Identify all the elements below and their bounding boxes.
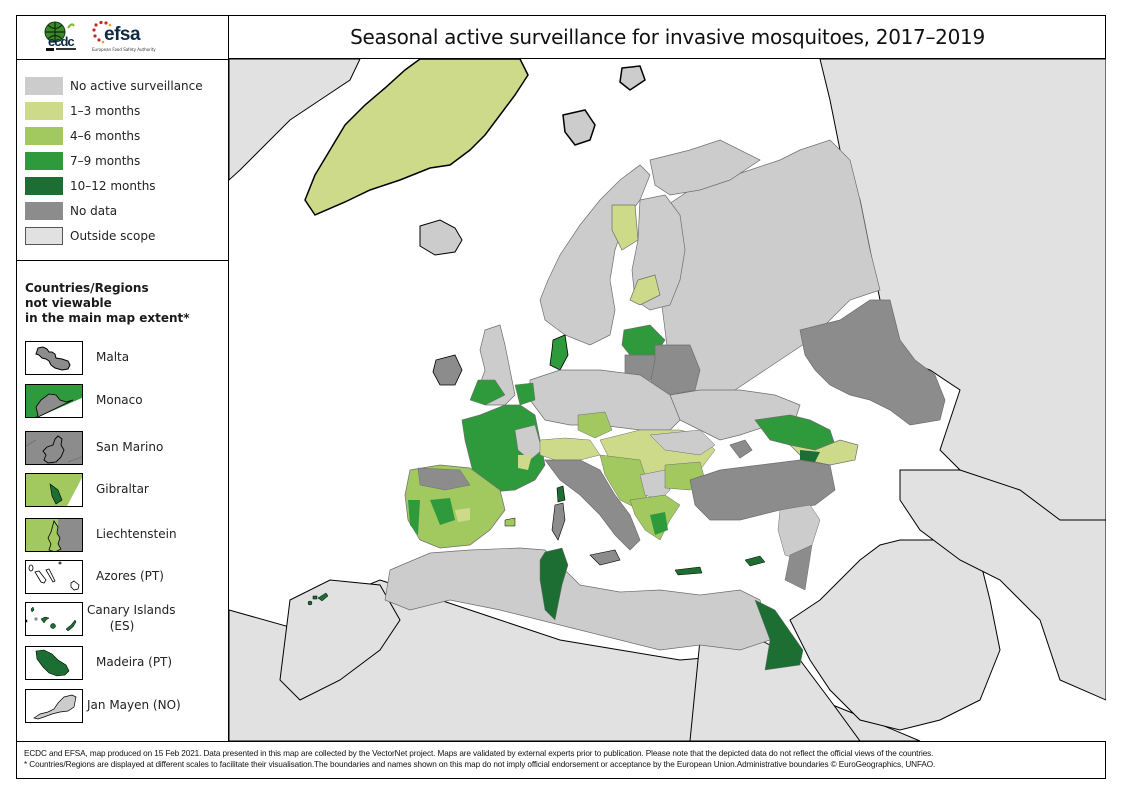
map-canvas[interactable] — [229, 59, 1106, 741]
swatch — [25, 102, 63, 120]
insets-title: Countries/Regions not viewable in the ma… — [25, 281, 190, 325]
footer: ECDC and EFSA, map produced on 15 Feb 20… — [16, 741, 1106, 779]
canary-islands-map-icon — [25, 602, 83, 636]
efsa-logo: efsa European Food Safety Authority — [90, 20, 162, 54]
efsa-subtitle: European Food Safety Authority — [92, 47, 156, 52]
inset-monaco: Monaco — [25, 384, 225, 420]
gibraltar-map-icon — [25, 473, 83, 507]
inset-jan-mayen: Jan Mayen (NO) — [25, 689, 225, 725]
ecdc-wordmark: ecdc — [48, 34, 75, 49]
efsa-wordmark: efsa — [104, 24, 141, 45]
inset-liechtenstein: Liechtenstein — [25, 518, 225, 554]
legend-item-no-active-surveillance: No active surveillance — [25, 77, 203, 95]
stars-arc-icon — [92, 20, 112, 44]
swatch — [25, 227, 63, 245]
globe-icon — [44, 21, 76, 51]
liechtenstein-map-icon — [25, 518, 83, 552]
footer-disclaimer: * Countries/Regions are displayed at dif… — [24, 760, 936, 769]
swatch — [25, 127, 63, 145]
inset-canary-islands: Canary Islands (ES) — [25, 602, 225, 638]
swatch — [25, 177, 63, 195]
inset-azores: Azores (PT) — [25, 560, 225, 596]
legend-item-1-3-months: 1–3 months — [25, 102, 140, 120]
inset-malta: Malta — [25, 341, 225, 377]
legend: No active surveillance 1–3 months 4–6 mo… — [16, 60, 228, 261]
inset-gibraltar: Gibraltar — [25, 473, 225, 509]
monaco-map-icon — [25, 384, 83, 418]
legend-item-outside-scope: Outside scope — [25, 227, 155, 245]
left-panel: ecdc efsa European Food Safety Authority… — [16, 15, 229, 742]
legend-item-7-9-months: 7–9 months — [25, 152, 140, 170]
insets-panel: Countries/Regions not viewable in the ma… — [16, 261, 228, 741]
footer-credits: ECDC and EFSA, map produced on 15 Feb 20… — [24, 749, 934, 758]
ecdc-logo: ecdc — [42, 20, 82, 54]
malta-map-icon — [25, 341, 83, 375]
inset-san-marino: San Marino — [25, 431, 225, 467]
title-bar: Seasonal active surveillance for invasiv… — [229, 15, 1106, 59]
azores-map-icon — [25, 560, 83, 594]
swatch — [25, 152, 63, 170]
jan-mayen-map-icon — [25, 689, 83, 723]
madeira-map-icon — [25, 646, 83, 680]
swatch — [25, 77, 63, 95]
legend-item-4-6-months: 4–6 months — [25, 127, 140, 145]
canary-islands-label: Canary Islands (ES) — [87, 603, 176, 633]
page-title: Seasonal active surveillance for invasiv… — [350, 24, 985, 49]
choropleth-map — [229, 59, 1106, 741]
san-marino-map-icon — [25, 431, 83, 465]
legend-item-no-data: No data — [25, 202, 117, 220]
legend-item-10-12-months: 10–12 months — [25, 177, 156, 195]
swatch — [25, 202, 63, 220]
inset-madeira: Madeira (PT) — [25, 646, 225, 682]
logo-box: ecdc efsa European Food Safety Authority — [16, 15, 228, 60]
